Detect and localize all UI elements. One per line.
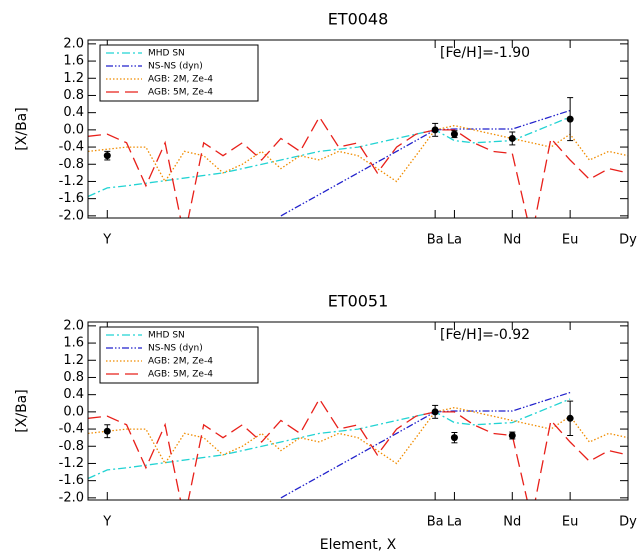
model-line	[88, 115, 628, 218]
y-tick-label: 0.0	[63, 404, 84, 419]
chart-title: ET0051	[328, 292, 389, 311]
data-point	[508, 134, 516, 142]
legend-label: AGB: 2M, Ze-4	[148, 75, 213, 85]
x-tick-label: Dy	[619, 233, 637, 248]
y-axis-label: [X/Ba]	[14, 107, 30, 150]
x-tick-label: Ba	[427, 515, 444, 530]
x-tick-label: La	[447, 233, 462, 248]
data-point	[508, 432, 516, 440]
model-line	[280, 391, 571, 499]
x-tick-label: Eu	[562, 233, 578, 248]
data-point	[450, 130, 458, 138]
y-tick-label: 0.4	[63, 105, 84, 120]
x-tick-label: La	[447, 515, 462, 530]
data-point	[566, 414, 574, 422]
y-tick-label: 0.8	[63, 88, 84, 103]
plot-area	[88, 391, 628, 500]
legend-label: AGB: 5M, Ze-4	[148, 370, 213, 380]
annotation: [Fe/H]=-0.92	[440, 327, 530, 343]
plot-frame	[87, 39, 629, 219]
annotation: [Fe/H]=-1.90	[440, 45, 530, 61]
y-tick-label: -0.8	[59, 439, 84, 454]
y-tick-label: 0.4	[63, 387, 84, 402]
y-tick-label: -1.6	[59, 191, 84, 206]
y-tick-label: -1.6	[59, 473, 84, 488]
plot-frame	[87, 321, 629, 501]
x-tick-label: Nd	[503, 233, 521, 248]
legend-label: MHD SN	[148, 49, 185, 59]
y-tick-label: 1.2	[63, 71, 84, 86]
data-point	[103, 427, 111, 435]
legend-label: AGB: 5M, Ze-4	[148, 88, 213, 98]
y-axis-label: [X/Ba]	[14, 389, 30, 432]
y-tick-label: -2.0	[59, 208, 84, 223]
data-point	[103, 152, 111, 160]
y-tick-label: 2.0	[63, 36, 84, 51]
model-line	[88, 398, 571, 480]
y-tick-label: -1.2	[59, 456, 84, 471]
y-tick-label: 2.0	[63, 318, 84, 333]
y-tick-label: -2.0	[59, 490, 84, 505]
x-tick-label: Y	[102, 233, 111, 248]
data-point	[566, 115, 574, 123]
data-point	[431, 408, 439, 416]
y-tick-label: -0.4	[59, 140, 84, 155]
x-tick-label: Y	[102, 515, 111, 530]
plot-area	[88, 97, 628, 218]
data-point	[450, 434, 458, 442]
legend-label: NS-NS (dyn)	[148, 344, 203, 354]
data-point	[431, 126, 439, 134]
y-tick-label: 0.8	[63, 370, 84, 385]
y-tick-label: 1.2	[63, 353, 84, 368]
x-axis-label: Element, X	[320, 537, 397, 553]
x-tick-label: Eu	[562, 515, 578, 530]
model-line	[88, 116, 571, 198]
legend-label: NS-NS (dyn)	[148, 62, 203, 72]
panel: ET0048 [X/Ba] 2.0 1.6 1.2 0.8 0.4 0.0 -0.4 -0.8 -1…	[14, 10, 637, 248]
y-tick-label: -0.4	[59, 422, 84, 437]
y-tick-label: 1.6	[63, 336, 84, 351]
x-tick-label: Ba	[427, 233, 444, 248]
y-tick-label: 0.0	[63, 122, 84, 137]
chart-title: ET0048	[328, 10, 389, 29]
model-line	[280, 109, 571, 217]
x-tick-label: Nd	[503, 515, 521, 530]
panel: ET0051 [X/Ba] Element, X 2.0 1.6 1.2 0.8 0.4 0.0…	[14, 292, 637, 553]
legend-label: MHD SN	[148, 331, 185, 341]
y-tick-label: -1.2	[59, 174, 84, 189]
model-line	[88, 406, 628, 465]
x-tick-label: Dy	[619, 515, 637, 530]
legend-label: AGB: 2M, Ze-4	[148, 357, 213, 367]
y-tick-label: -0.8	[59, 157, 84, 172]
y-tick-label: 1.6	[63, 54, 84, 69]
model-line	[88, 397, 628, 500]
model-line	[88, 124, 628, 183]
